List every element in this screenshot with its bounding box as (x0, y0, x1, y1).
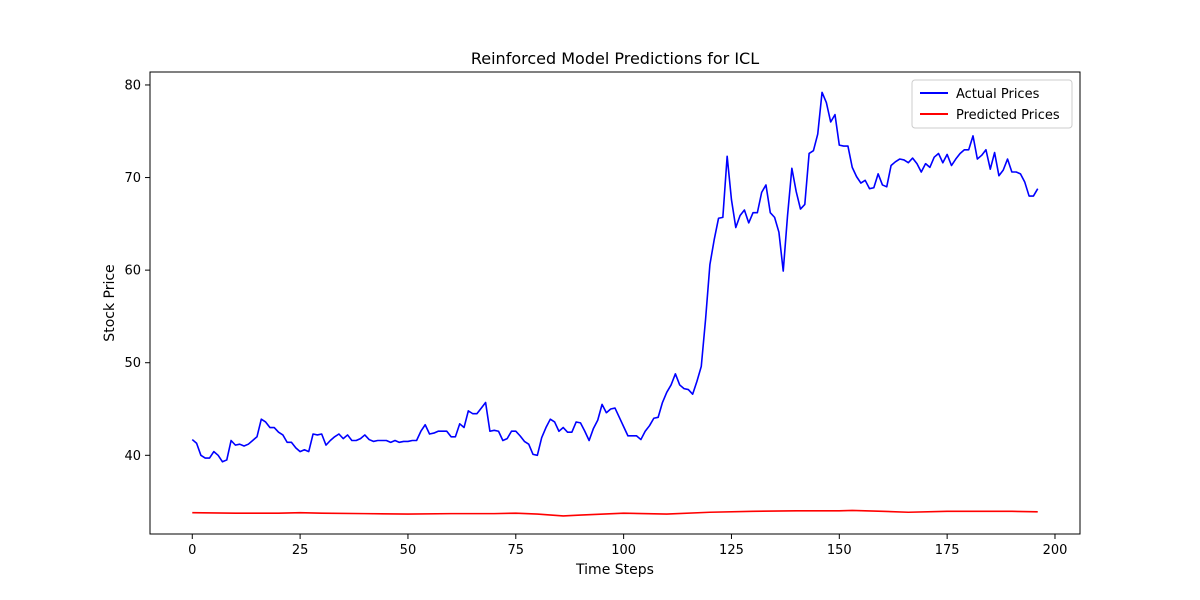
axes-layer: 0 25 50 75 100 125 150 175 200 40 50 60 70 80 (124, 71, 1081, 558)
x-tick-label: 25 (292, 543, 309, 558)
legend-label: Predicted Prices (956, 108, 1060, 123)
x-tick-label: 100 (611, 543, 636, 558)
plot-frame (149, 71, 1081, 535)
series-layer (191, 91, 1039, 517)
y-tick-label: 80 (124, 78, 141, 93)
x-tick-label: 0 (188, 543, 196, 558)
x-tick-label: 200 (1043, 543, 1068, 558)
series-line-1 (191, 91, 1039, 463)
series-line-2 (192, 509, 1038, 517)
y-tick-label: 40 (124, 449, 141, 464)
x-tick-label: 175 (935, 543, 960, 558)
x-tick-label: 150 (827, 543, 852, 558)
x-axis-label: Time Steps (575, 562, 654, 578)
x-tick-label: 125 (719, 543, 744, 558)
y-axis-label: Stock Price (102, 264, 118, 341)
y-tick-label: 70 (124, 171, 141, 186)
legend: Actual Prices Predicted Prices (911, 79, 1073, 129)
chart-title: Reinforced Model Predictions for ICL (471, 49, 759, 68)
y-tick-label: 60 (124, 264, 141, 279)
x-tick-label: 50 (400, 543, 417, 558)
x-tick-label: 75 (508, 543, 525, 558)
legend-label: Actual Prices (956, 87, 1040, 102)
legend-box (911, 79, 1073, 129)
y-tick-label: 50 (124, 356, 141, 371)
